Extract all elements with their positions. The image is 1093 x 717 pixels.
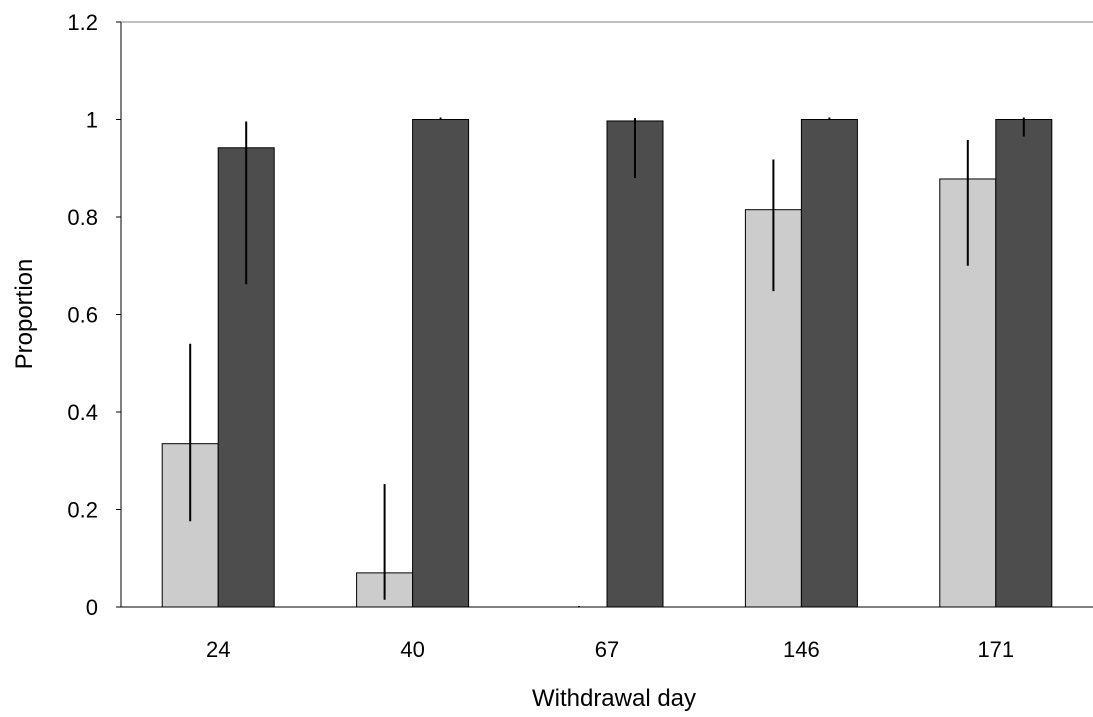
y-tick-label: 0.6 (67, 303, 98, 328)
x-tick-label: 67 (595, 637, 619, 662)
bar-series2-171 (995, 119, 1053, 608)
bars (161, 119, 1053, 608)
x-tick-label: 24 (206, 637, 230, 662)
y-tick-label: 0.2 (67, 498, 98, 523)
y-axis-title: Proportion (11, 259, 38, 370)
x-tick-label: 171 (977, 637, 1014, 662)
x-axis-title: Withdrawal day (532, 685, 696, 712)
y-tick-label: 0 (86, 595, 98, 620)
error-bars (189, 117, 1025, 607)
y-tick-label: 0.4 (67, 400, 98, 425)
x-tick-label: 146 (783, 637, 820, 662)
x-axis-ticks: 24 40 67 146 171 (206, 637, 1014, 662)
y-tick-label: 1 (86, 108, 98, 133)
y-axis-ticks: 0 0.2 0.4 0.6 0.8 1 1.2 (67, 10, 121, 620)
y-tick-label: 1.2 (67, 10, 98, 35)
bar-series2-40 (412, 119, 470, 608)
bar-series2-67 (606, 120, 664, 608)
y-tick-label: 0.8 (67, 205, 98, 230)
bar-series2-146 (800, 119, 858, 608)
x-tick-label: 40 (400, 637, 424, 662)
